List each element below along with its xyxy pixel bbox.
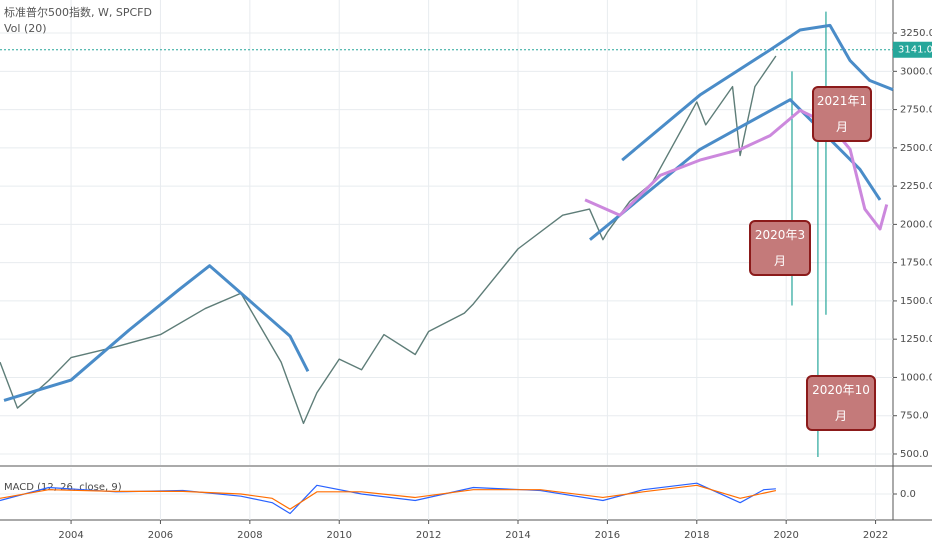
macd-line <box>0 484 777 510</box>
x-tick-label: 2012 <box>416 530 441 541</box>
last-price-label: 3141.0 <box>898 45 932 56</box>
y-tick-label: 0.0 <box>900 489 916 500</box>
last-price-box <box>893 41 932 58</box>
x-tick-label: 2004 <box>58 530 83 541</box>
chart-title: 标准普尔500指数, W, SPCFD <box>4 6 152 19</box>
y-tick-label: 2500.0 <box>900 143 932 154</box>
price-line <box>589 98 882 241</box>
y-tick-label: 1750.0 <box>900 258 932 269</box>
y-tick-label: 2000.0 <box>900 219 932 230</box>
macd-line <box>0 482 776 515</box>
chart-subtitle: Vol (20) <box>4 22 47 35</box>
y-tick-label: 2250.0 <box>900 181 932 192</box>
price-line <box>3 264 310 402</box>
y-tick-label: 1500.0 <box>900 296 932 307</box>
x-tick-label: 2006 <box>148 530 173 541</box>
x-tick-label: 2010 <box>327 530 352 541</box>
annotation[interactable]: 2020年10月 <box>806 375 876 431</box>
price-line <box>584 108 889 231</box>
x-tick-label: 2018 <box>684 530 709 541</box>
y-tick-label: 3000.0 <box>900 66 932 77</box>
annotation[interactable]: 2021年1月 <box>812 86 872 142</box>
price-line <box>621 23 894 162</box>
x-tick-label: 2022 <box>863 530 888 541</box>
x-tick-label: 2008 <box>237 530 262 541</box>
annotation[interactable]: 2020年3月 <box>749 220 811 276</box>
macd-label: MACD (12, 26, close, 9) <box>4 482 122 493</box>
x-tick-label: 2014 <box>505 530 530 541</box>
y-tick-label: 2750.0 <box>900 105 932 116</box>
y-tick-label: 1000.0 <box>900 372 932 383</box>
x-tick-label: 2020 <box>773 530 798 541</box>
price-line <box>0 55 777 425</box>
y-tick-label: 750.0 <box>900 411 929 422</box>
y-tick-label: 1250.0 <box>900 334 932 345</box>
x-tick-label: 2016 <box>595 530 620 541</box>
y-tick-label: 500.0 <box>900 449 929 460</box>
y-tick-label: 3250.0 <box>900 28 932 39</box>
